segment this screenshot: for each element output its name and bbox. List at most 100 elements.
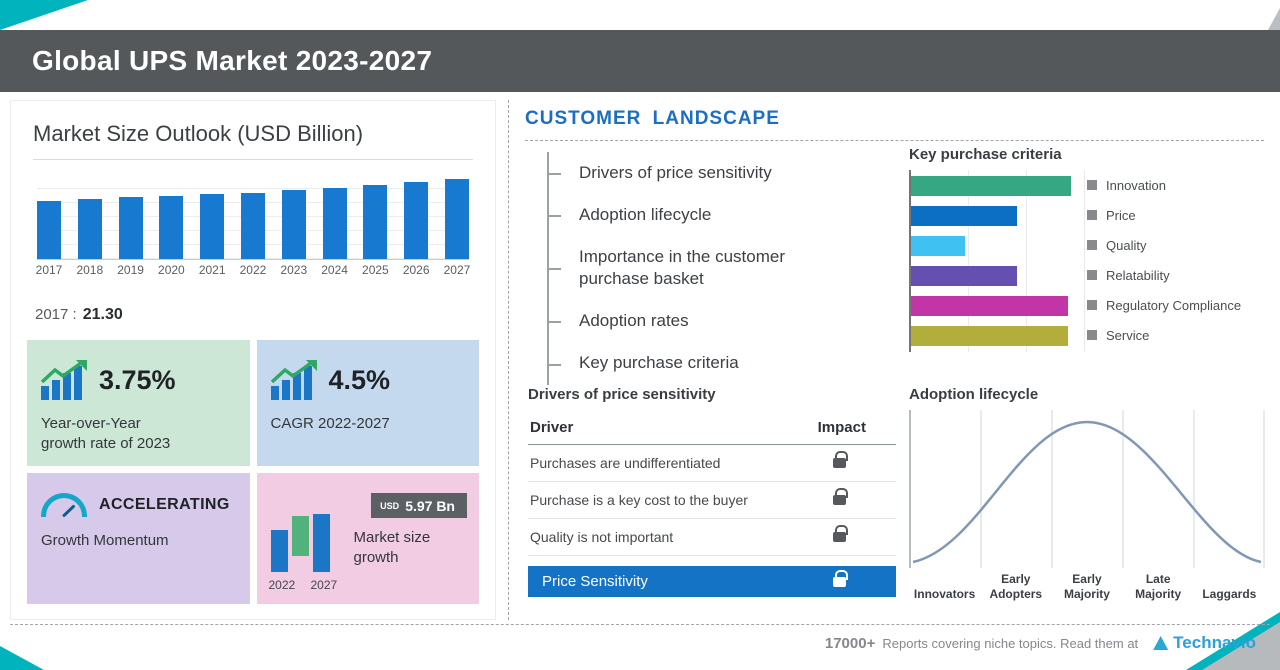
year-axis-label: 2022: [239, 263, 267, 277]
legend-swatch-icon: [1087, 180, 1097, 190]
technavio-triangle-icon: [1153, 636, 1169, 650]
kpc-bar-innovation: [911, 176, 1071, 196]
cagr-value: 4.5%: [328, 364, 391, 395]
adoption-stage-label: Early Adopters: [989, 572, 1043, 601]
growth-delta-bar: [291, 516, 309, 556]
key-purchase-criteria-chart: [909, 170, 1091, 352]
year-axis-label: 2025: [362, 263, 389, 277]
legend-swatch-icon: [1087, 240, 1097, 250]
base-year-number: 21.30: [82, 306, 123, 323]
yoy-growth-card: 3.75% Year-over-Year growth rate of 2023: [27, 340, 250, 466]
driver-label: Quality is not important: [530, 529, 674, 545]
bar-2027: [312, 514, 330, 572]
driver-label: Purchase is a key cost to the buyer: [530, 492, 748, 508]
legend-label: Price: [1106, 207, 1136, 223]
speedometer-icon: [41, 493, 87, 517]
customer-landscape-item: Importance in the customer purchase bask…: [549, 236, 829, 300]
market-size-bar-group: 2020: [158, 175, 185, 277]
kpc-bar-service: [911, 326, 1068, 346]
legend-swatch-icon: [1087, 270, 1097, 280]
market-size-outlook-card: Market Size Outlook (USD Billion) 2017 20…: [10, 100, 496, 620]
market-size-bar: [322, 188, 347, 259]
key-purchase-criteria-legend: Innovation Price Quality Relatability Regula…: [1087, 170, 1241, 350]
cagr-label: CAGR 2022-2027: [270, 415, 390, 432]
cagr-card: 4.5% CAGR 2022-2027: [256, 340, 479, 466]
market-size-bar: [159, 196, 184, 259]
market-size-bar-group: 2025: [362, 175, 389, 277]
legend-label: Service: [1106, 327, 1150, 343]
base-year-value: 2017 : 21.30: [35, 306, 495, 324]
adoption-stage-label: Laggards: [1202, 587, 1257, 601]
price-sensitivity-table: Drivers of price sensitivity Driver Impa…: [528, 386, 896, 597]
market-size-bar-group: 2022: [240, 175, 266, 277]
kpc-bar-relatability: [911, 266, 1017, 286]
year-axis-label: 2018: [76, 263, 104, 277]
adoption-lifecycle-title: Adoption lifecycle: [909, 386, 1039, 403]
bar-2022: [270, 530, 288, 572]
adoption-stage-label: Early Majority: [1063, 572, 1110, 601]
growth-mini-chart: 2022 2027: [269, 492, 355, 592]
year-axis-label: 2021: [198, 263, 226, 277]
market-size-bar-group: 2023: [280, 175, 307, 277]
legend-item: Regulatory Compliance: [1087, 290, 1241, 320]
page-title: Global UPS Market 2023-2027: [32, 45, 433, 76]
market-size-bar: [404, 182, 429, 259]
adoption-stage-labels: Innovators Early Adopters Early Majority La…: [909, 572, 1265, 602]
market-size-bar: [281, 190, 306, 259]
market-size-bar-group: 2021: [199, 175, 226, 277]
section-divider: [525, 140, 1264, 141]
market-size-bar: [363, 185, 388, 259]
market-size-bar-group: 2018: [76, 175, 103, 277]
price-sensitivity-highlight-row: Price Sensitivity: [528, 566, 896, 597]
year-axis-label: 2017: [35, 263, 63, 277]
legend-item: Price: [1087, 200, 1241, 230]
impact-column-header: Impact: [817, 419, 866, 436]
legend-item: Service: [1087, 320, 1241, 350]
year-axis-label: 2026: [402, 263, 430, 277]
teal-corner-accent-top-left: [0, 0, 88, 30]
growth-momentum-card: ACCELERATING Growth Momentum: [27, 473, 250, 604]
footer-text: Reports covering niche topics. Read them…: [882, 635, 1139, 651]
market-size-growth-card: 2022 2027 USD 5.97 Bn Market size growth: [256, 473, 479, 604]
key-purchase-criteria-title: Key purchase criteria: [909, 146, 1062, 163]
base-year-label: 2017 :: [35, 306, 77, 323]
adoption-stage-label: Innovators: [913, 587, 976, 601]
lock-icon: [833, 488, 848, 505]
lock-icon: [833, 525, 848, 542]
legend-item: Relatability: [1087, 260, 1241, 290]
table-header: Driver Impact: [528, 419, 896, 445]
customer-landscape-item: Key purchase criteria: [549, 342, 829, 384]
market-size-bar: [77, 199, 102, 259]
report-count: 17000+: [824, 634, 876, 652]
momentum-value: ACCELERATING: [99, 496, 230, 513]
legend-swatch-icon: [1087, 300, 1097, 310]
market-size-bar-group: 2024: [321, 175, 348, 277]
legend-swatch-icon: [1087, 210, 1097, 220]
growth-bars-icon: [41, 360, 87, 400]
market-size-bar-group: 2026: [403, 175, 430, 277]
yoy-growth-label: Year-over-Year growth rate of 2023: [41, 415, 171, 453]
driver-row: Purchases are undifferentiated: [528, 445, 896, 482]
footer: 17000+ Reports covering niche topics. Re…: [10, 624, 1270, 653]
customer-landscape-item: Adoption lifecycle: [549, 194, 829, 236]
market-size-bar: [240, 193, 265, 259]
legend-label: Regulatory Compliance: [1106, 297, 1242, 313]
market-size-bar: [444, 179, 469, 259]
driver-label: Purchases are undifferentiated: [530, 455, 721, 471]
customer-landscape-list: Drivers of price sensitivity Adoption lif…: [547, 152, 829, 385]
technavio-logo[interactable]: Technavio: [1153, 633, 1256, 653]
customer-landscape-section: CUSTOMER LANDSCAPE Drivers of price sens…: [508, 100, 1280, 620]
price-sensitivity-title: Drivers of price sensitivity: [528, 386, 716, 403]
legend-label: Quality: [1106, 237, 1147, 253]
bell-curve: [912, 420, 1262, 564]
customer-landscape-title: CUSTOMER LANDSCAPE: [525, 108, 780, 129]
kpc-bar-quality: [911, 236, 965, 256]
legend-item: Quality: [1087, 230, 1241, 260]
growth-bars-icon: [270, 360, 317, 400]
year-axis-label: 2020: [158, 263, 185, 277]
title-banner: Global UPS Market 2023-2027: [0, 30, 1280, 92]
growth-amount-badge: USD 5.97 Bn: [371, 493, 467, 518]
lock-icon: [833, 451, 848, 468]
year-axis-label: 2027: [443, 263, 471, 277]
kpc-bar-price: [911, 206, 1017, 226]
